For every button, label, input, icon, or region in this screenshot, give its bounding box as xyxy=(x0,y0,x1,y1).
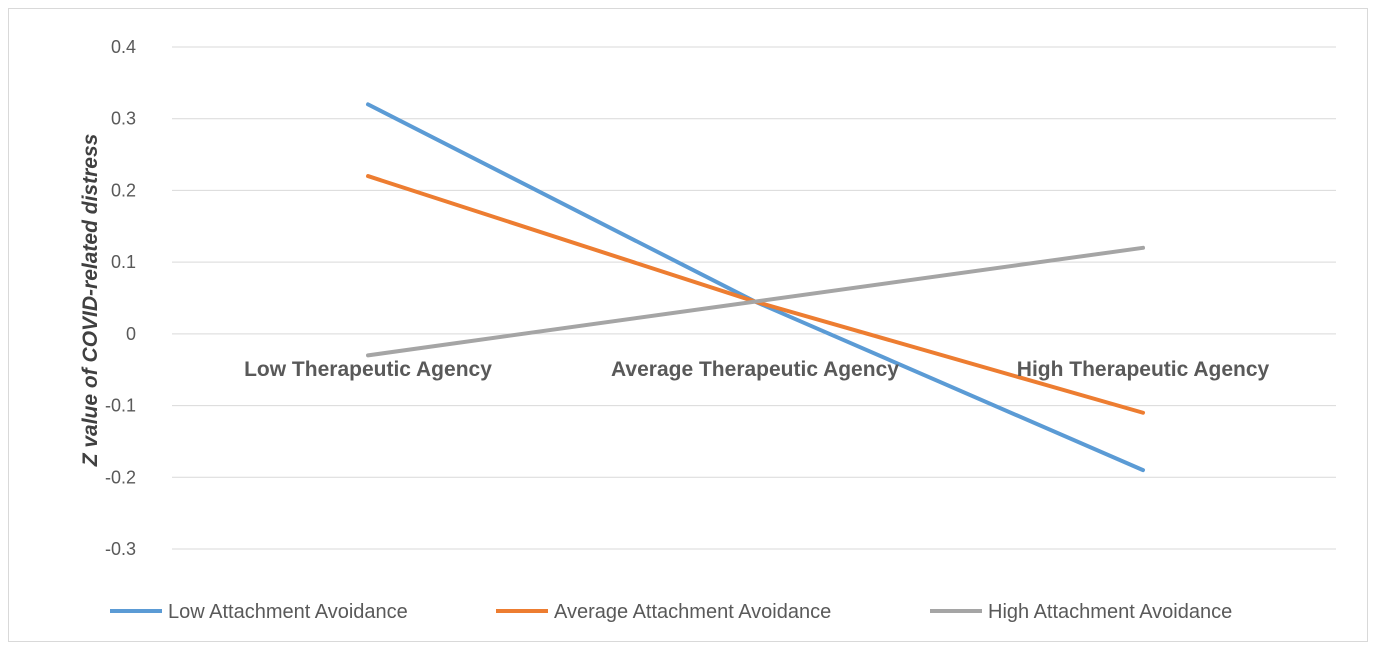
series-lines xyxy=(366,102,1145,473)
category-label: Low Therapeutic Agency xyxy=(244,358,492,381)
legend-label: High Attachment Avoidance xyxy=(988,601,1232,623)
y-tick-label: -0.2 xyxy=(105,467,136,487)
y-axis-label: Z value of COVID-related distress xyxy=(79,134,102,468)
y-tick-label: -0.3 xyxy=(105,539,136,559)
legend: Low Attachment Avoidance Average Attachme… xyxy=(110,601,1232,623)
legend-label: Average Attachment Avoidance xyxy=(554,601,831,623)
series-line-1 xyxy=(366,102,1145,473)
y-tick-label: 0 xyxy=(126,324,136,344)
y-tick-label: -0.1 xyxy=(105,396,136,416)
category-labels: Low Therapeutic Agency Average Therapeuti… xyxy=(244,358,1269,381)
y-axis-ticks: 0.4 0.3 0.2 0.1 0 -0.1 -0.2 -0.3 xyxy=(105,37,136,559)
gridlines xyxy=(172,46,1336,550)
y-tick-label: 0.4 xyxy=(111,37,136,57)
y-tick-label: 0.3 xyxy=(111,109,136,129)
y-tick-label: 0.2 xyxy=(111,180,136,200)
y-tick-label: 0.1 xyxy=(111,252,136,272)
series-line-3 xyxy=(366,245,1145,358)
chart-frame xyxy=(8,8,1368,642)
legend-label: Low Attachment Avoidance xyxy=(168,601,408,623)
category-label: Average Therapeutic Agency xyxy=(611,358,899,381)
category-label: High Therapeutic Agency xyxy=(1017,358,1270,381)
